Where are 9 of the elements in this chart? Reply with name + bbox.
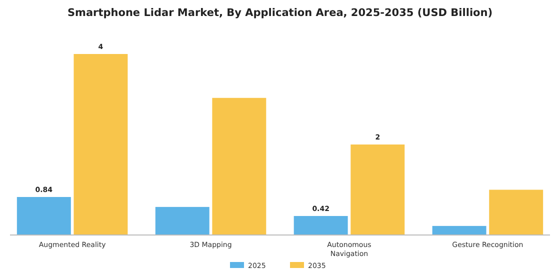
bar bbox=[350, 144, 405, 235]
bar bbox=[432, 226, 486, 235]
bar bbox=[294, 216, 348, 235]
bar bbox=[489, 190, 544, 235]
chart-title: Smartphone Lidar Market, By Application Area, 2025-2035 (USD Billion) bbox=[67, 7, 493, 19]
bar bbox=[74, 54, 128, 235]
bar bbox=[16, 196, 71, 235]
bar bbox=[212, 98, 266, 235]
bar bbox=[155, 206, 210, 235]
